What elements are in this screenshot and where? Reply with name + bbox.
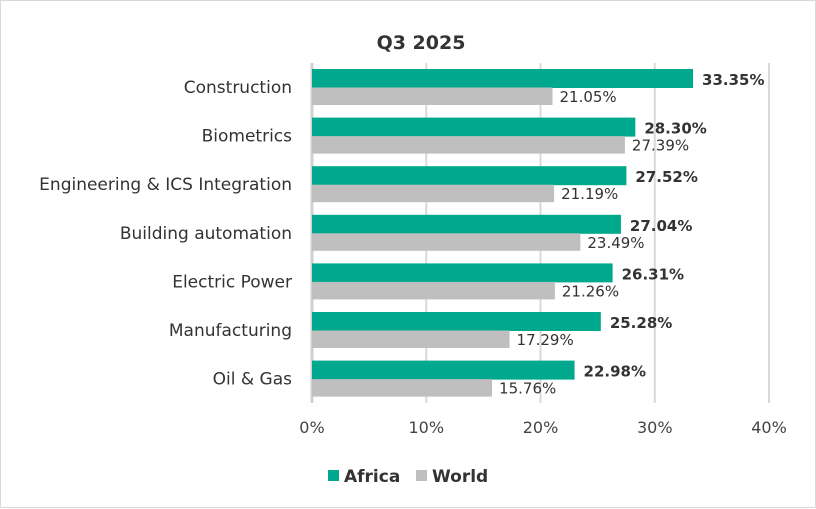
x-tick-label: 20% [523, 418, 559, 437]
category-label: Biometrics [202, 127, 293, 147]
data-label-world: 17.29% [517, 331, 574, 349]
data-label-world: 27.39% [632, 137, 689, 155]
data-label-world: 21.05% [559, 88, 616, 106]
data-label-africa: 27.04% [630, 217, 692, 235]
category-label: Oil & Gas [213, 370, 292, 390]
legend-label-world: World [432, 467, 488, 487]
data-label-africa: 28.30% [644, 120, 706, 138]
category-label: Manufacturing [169, 321, 292, 341]
bar-africa [312, 117, 636, 137]
data-label-africa: 27.52% [635, 168, 697, 186]
bar-africa [312, 166, 627, 186]
bar-world [312, 330, 510, 348]
data-label-africa: 22.98% [584, 363, 646, 381]
data-label-africa: 33.35% [702, 71, 764, 89]
category-label: Construction [184, 78, 292, 98]
bar-world [312, 87, 553, 105]
data-label-world: 23.49% [587, 234, 644, 252]
bar-world [312, 379, 493, 397]
bar-africa [312, 263, 613, 283]
data-label-world: 21.19% [561, 185, 618, 203]
x-tick-label: 0% [299, 418, 324, 437]
chart-title: Q3 2025 [377, 32, 466, 54]
bar-world [312, 233, 581, 251]
x-tick-label: 40% [751, 418, 787, 437]
bar-africa [312, 69, 694, 88]
data-label-world: 21.26% [562, 282, 619, 300]
bar-africa [312, 360, 575, 380]
category-label: Building automation [120, 224, 292, 244]
data-label-africa: 26.31% [622, 265, 684, 283]
x-tick-label: 10% [408, 418, 444, 437]
bar-world [312, 281, 555, 300]
legend-label-africa: Africa [344, 467, 400, 487]
category-label: Electric Power [172, 272, 292, 292]
data-label-world: 15.76% [499, 380, 556, 398]
bar-world [312, 184, 555, 203]
data-label-africa: 25.28% [610, 314, 672, 332]
x-tick-label: 30% [637, 418, 673, 437]
bar-africa [312, 312, 601, 331]
legend-swatch-world [416, 470, 427, 481]
legend-swatch-africa [328, 470, 339, 481]
bar-africa [312, 214, 621, 234]
category-label: Engineering & ICS Integration [39, 175, 292, 195]
bar-world [312, 136, 625, 154]
